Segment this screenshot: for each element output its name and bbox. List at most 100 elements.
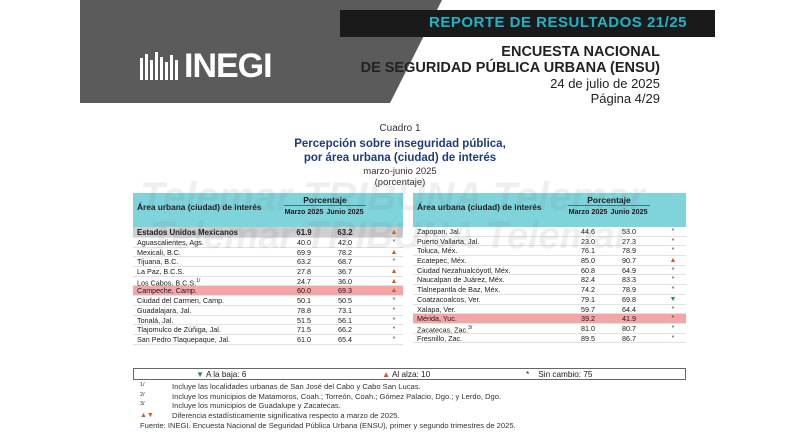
table-row: Aguascalientes, Ags. 40.0 42.0 * xyxy=(133,238,403,248)
table-header: Área urbana (ciudad) de interés Porcenta… xyxy=(133,193,403,227)
row-value-junio: 64.9 xyxy=(622,265,636,275)
row-value-marzo: 50.1 xyxy=(297,296,311,306)
row-name-text: Coatzacoalcos, Ver. xyxy=(417,294,481,304)
cuadro-title-line2: por área urbana (ciudad) de interés xyxy=(303,152,497,164)
row-value-junio: 53.0 xyxy=(622,227,636,236)
report-banner: REPORTE DE RESULTADOS 21/25 xyxy=(340,10,715,37)
row-name: Estados Unidos Mexicanos xyxy=(137,228,238,237)
row-value-marzo: 61.0 xyxy=(297,334,311,344)
survey-title-line2: DE SEGURIDAD PÚBLICA URBANA (ENSU) xyxy=(360,60,660,76)
row-name: Aguascalientes, Ags. xyxy=(137,238,204,248)
row-value-marzo: 78.8 xyxy=(297,305,311,315)
cuadro-title: Percepción sobre inseguridad pública, po… xyxy=(0,137,800,165)
table-right: Área urbana (ciudad) de interés Porcenta… xyxy=(413,193,686,344)
row-name-text: Ecatepec, Méx. xyxy=(417,256,467,266)
up-triangle-icon: ▲ xyxy=(390,229,398,236)
row-value-marzo: 61.9 xyxy=(296,228,312,237)
table-left: Área urbana (ciudad) de interés Porcenta… xyxy=(133,193,403,345)
right-rows: Zapopan, Jal. 44.6 53.0 * Puerto Vallarta, J… xyxy=(413,227,686,344)
row-name: Zapopan, Jal. xyxy=(417,227,461,237)
report-label: REPORTE DE RESULTADOS 21/25 xyxy=(429,14,687,31)
row-name-text: Ciudad del Carmen, Camp. xyxy=(137,296,225,306)
footnote-text: Incluye los municipios de Matamoros, Coa… xyxy=(172,391,502,401)
row-value-junio: 83.3 xyxy=(622,275,636,285)
footnote: ▲▼ Diferencia estadísticamente significat… xyxy=(140,411,501,421)
inegi-logo: INEGI xyxy=(140,47,273,86)
row-name: La Paz, B.C.S. xyxy=(137,267,184,277)
row-name-text: Tonalá, Jal. xyxy=(137,315,174,325)
row-value-marzo: 63.2 xyxy=(297,257,311,267)
asterisk-icon: * xyxy=(392,306,396,314)
row-value-marzo: 39.2 xyxy=(581,314,595,324)
table-row: Naucalpan de Juárez, Méx. 82.4 83.3 * xyxy=(413,275,686,286)
row-value-junio: 68.7 xyxy=(338,257,352,267)
col-porcentaje-header: Porcentaje xyxy=(568,195,650,206)
footnote-text: Diferencia estadísticamente significativ… xyxy=(172,410,400,420)
row-name-text: Aguascalientes, Ags. xyxy=(137,238,204,247)
row-name-text: Zacatecas, Zac. xyxy=(417,325,469,335)
asterisk-icon: * xyxy=(671,286,675,294)
table-header: Área urbana (ciudad) de interés Porcenta… xyxy=(413,193,686,227)
footnotes: 1/Incluye las localidades urbanas de San… xyxy=(140,382,501,420)
down-triangle-icon: ▼ xyxy=(196,370,206,379)
report-date: 24 de julio de 2025 xyxy=(550,76,660,91)
row-name-text: Mérida, Yuc. xyxy=(417,314,457,324)
row-name: Tlajomulco de Zúñiga, Jal. xyxy=(137,325,221,335)
row-name: San Pedro Tlaquepaque, Jal. xyxy=(137,335,230,345)
row-name-text: Puerto Vallarta, Jal. xyxy=(417,236,480,246)
row-value-junio: 42.0 xyxy=(338,238,352,247)
survey-title-block: ENCUESTA NACIONAL DE SEGURIDAD PÚBLICA U… xyxy=(361,44,660,106)
summary-up: ▲ Al alza: 10 xyxy=(382,370,430,379)
asterisk-icon: * xyxy=(392,316,396,324)
table-row: Los Cabos, B.C.S.1/24.7 36.0 ▲ xyxy=(133,277,403,287)
row-name: Zacatecas, Zac.3/ xyxy=(417,324,472,335)
row-value-junio: 64.4 xyxy=(622,304,636,314)
row-name-text: Los Cabos, B.C.S. xyxy=(137,278,197,288)
row-value-marzo: 79.1 xyxy=(581,294,595,304)
logo-text: INEGI xyxy=(184,47,273,85)
row-value-marzo: 60.0 xyxy=(297,286,311,296)
footnote-text: Incluye las localidades urbanas de San J… xyxy=(172,382,421,391)
table-row: Zacatecas, Zac.3/81.0 80.7 * xyxy=(413,324,686,334)
row-value-junio: 36.7 xyxy=(338,267,352,277)
table-row: Toluca, Méx. 76.1 78.9 * xyxy=(413,246,686,257)
cuadro-unit: (porcentaje) xyxy=(374,177,426,188)
up-triangle-icon: ▲ xyxy=(390,268,398,276)
row-value-junio: 41.9 xyxy=(622,314,636,324)
cuadro-subtitle: marzo-junio 2025 (porcentaje) xyxy=(0,166,800,188)
row-name: Puerto Vallarta, Jal. xyxy=(417,237,479,247)
table-row: Tlalnepantla de Baz, Méx. 74.2 78.9 * xyxy=(413,285,686,295)
table-row: La Paz, B.C.S. 27.8 36.7 ▲ xyxy=(133,267,403,277)
row-name-text: Ciudad Nezahualcóyotl, Méx. xyxy=(417,265,511,275)
row-name-text: Mexicali, B.C. xyxy=(137,247,181,257)
row-name: Toluca, Méx. xyxy=(417,246,457,256)
row-value-junio: 73.1 xyxy=(338,305,352,315)
table-row: Coatzacoalcos, Ver. 79.1 69.8 ▼ xyxy=(413,295,686,305)
table-row: Ciudad del Carmen, Camp. 50.1 50.5 * xyxy=(133,296,403,306)
asterisk-icon: * xyxy=(392,326,396,334)
footnote-key: 1/ xyxy=(140,382,145,388)
row-name: Xalapa, Ver. xyxy=(417,305,456,315)
row-name-text: Campeche, Camp. xyxy=(137,286,197,296)
footnote: 1/Incluye las localidades urbanas de San… xyxy=(140,382,501,392)
row-name-text: Xalapa, Ver. xyxy=(417,304,456,314)
row-value-junio: 86.7 xyxy=(622,333,636,343)
row-name: Fresnillo, Zac. xyxy=(417,334,462,344)
col-porcentaje-header: Porcentaje xyxy=(284,195,366,206)
row-value-junio: 50.5 xyxy=(338,296,352,306)
asterisk-icon: * xyxy=(392,335,396,343)
row-value-junio: 78.9 xyxy=(622,246,636,256)
source-note: Fuente: INEGI. Encuesta Nacional de Segu… xyxy=(140,421,516,430)
col-junio-header: Junio 2025 xyxy=(326,207,364,216)
page-number: Página 4/29 xyxy=(590,91,660,106)
asterisk-icon: * xyxy=(526,370,539,379)
row-name-text: Tlalnepantla de Baz, Méx. xyxy=(417,285,501,295)
table-row: Fresnillo, Zac. 89.5 86.7 * xyxy=(413,334,686,344)
asterisk-icon: * xyxy=(671,266,675,274)
row-name: Tonalá, Jal. xyxy=(137,316,173,326)
up-triangle-icon: ▲ xyxy=(669,257,677,265)
asterisk-icon: * xyxy=(392,258,396,266)
row-name: Ciudad Nezahualcóyotl, Méx. xyxy=(417,266,511,276)
cuadro-title-line1: Percepción sobre inseguridad pública, xyxy=(294,138,506,150)
row-name: Naucalpan de Juárez, Méx. xyxy=(417,275,505,285)
